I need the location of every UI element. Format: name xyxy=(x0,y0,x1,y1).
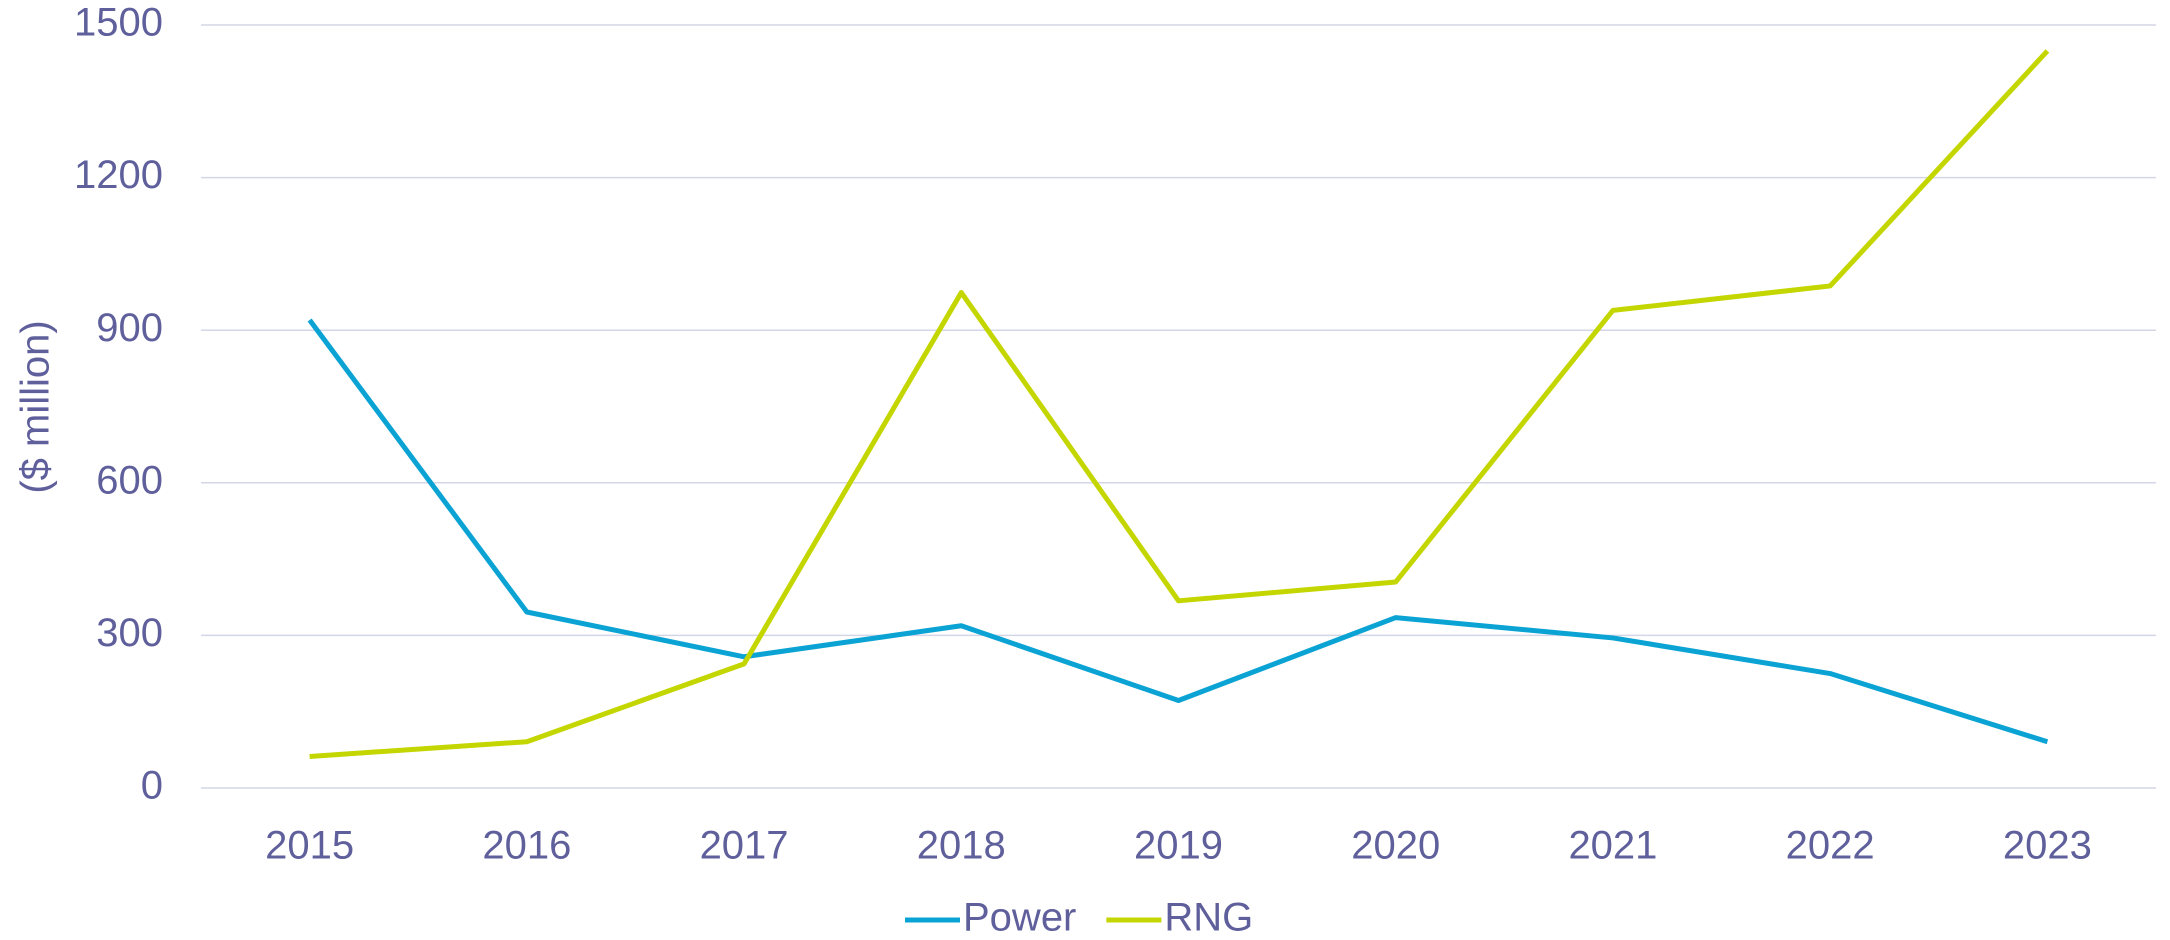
y-axis-label: ($ million) xyxy=(14,320,58,493)
x-tick-label: 2023 xyxy=(2003,824,2092,868)
y-tick-label: 300 xyxy=(96,611,163,655)
legend-label: Power xyxy=(963,896,1076,940)
x-tick-label: 2017 xyxy=(700,824,789,868)
x-tick-label: 2019 xyxy=(1134,824,1223,868)
y-tick-label: 900 xyxy=(96,306,163,350)
x-tick-label: 2021 xyxy=(1568,824,1657,868)
line-series xyxy=(309,49,2050,759)
x-tick-label: 2016 xyxy=(482,824,571,868)
line-series xyxy=(307,318,2049,745)
legend-label: RNG xyxy=(1164,896,1253,940)
x-tick-label: 2022 xyxy=(1786,824,1875,868)
y-tick-label: 0 xyxy=(141,764,163,808)
x-tick-label: 2020 xyxy=(1351,824,1440,868)
x-tick-label: 2018 xyxy=(917,824,1006,868)
y-tick-label: 1200 xyxy=(74,153,163,197)
y-tick-label: 600 xyxy=(96,458,163,502)
y-tick-label: 1500 xyxy=(74,1,163,45)
x-tick-label: 2015 xyxy=(265,824,354,868)
